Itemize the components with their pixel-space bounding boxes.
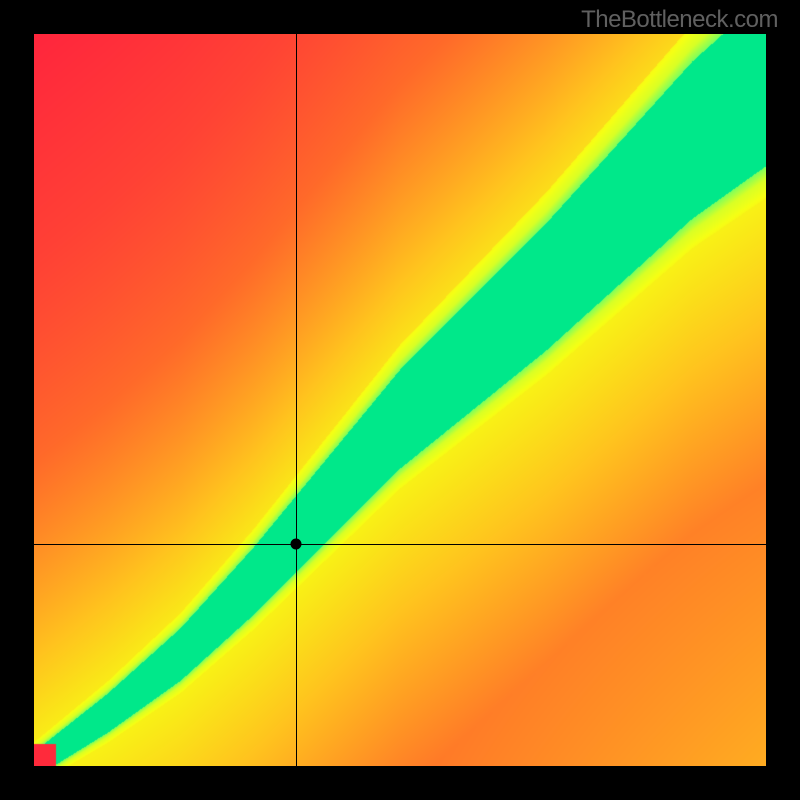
heatmap-canvas — [34, 34, 766, 766]
chart-container: TheBottleneck.com — [0, 0, 800, 800]
plot-area — [34, 34, 766, 766]
watermark-text: TheBottleneck.com — [581, 6, 778, 34]
